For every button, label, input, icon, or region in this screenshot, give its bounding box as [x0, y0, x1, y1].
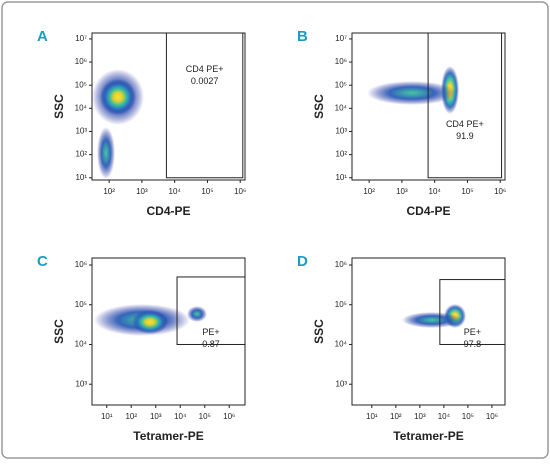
gate — [176, 276, 246, 345]
x-tick-label: 10⁶ — [234, 187, 246, 196]
x-tick-label: 10² — [125, 412, 137, 421]
density-cloud — [187, 306, 207, 322]
panel: A CD4-PE SSC 10² 10³ 10⁴ 10⁵ 10⁶ 10¹ 10² 10³ 10⁴ 10⁵… — [37, 28, 246, 218]
y-tick-label: 10⁶ — [335, 260, 347, 269]
x-axis-label: CD4-PE — [146, 204, 190, 218]
x-tick-label: 10⁶ — [223, 412, 235, 421]
panel-letter: B — [297, 28, 308, 45]
gate-name: CD4 PE+ — [446, 119, 484, 129]
y-tick-label: 10³ — [75, 379, 87, 388]
x-tick-label: 10² — [390, 412, 402, 421]
x-tick-label: 10⁴ — [169, 187, 182, 196]
density-cloud — [367, 81, 457, 105]
y-tick-label: 10² — [75, 150, 87, 159]
gate-value: 0.0027 — [191, 76, 219, 86]
y-axis-label: SSC — [52, 319, 66, 344]
x-tick-label: 10³ — [396, 187, 408, 196]
panel-letter: D — [297, 253, 308, 270]
x-tick-label: 10⁴ — [429, 187, 442, 196]
x-tick-label: 10⁶ — [486, 412, 498, 421]
x-tick-label: 10² — [363, 187, 375, 196]
y-tick-label: 10³ — [335, 127, 347, 136]
y-tick-label: 10¹ — [75, 173, 87, 182]
y-tick-label: 10⁴ — [335, 103, 348, 112]
x-axis-label: CD4-PE — [406, 204, 450, 218]
x-tick-label: 10⁴ — [174, 412, 187, 421]
panel: B CD4-PE SSC 10² 10³ 10⁴ 10⁵ 10⁶ 10¹ 10² 10³ 10⁴ 10⁵… — [297, 28, 506, 218]
gate-name: CD4 PE+ — [186, 64, 224, 74]
y-axis-label: SSC — [52, 94, 66, 119]
x-tick-label: 10⁶ — [494, 187, 506, 196]
y-tick-label: 10⁵ — [75, 300, 87, 309]
x-tick-label: 10⁴ — [438, 412, 451, 421]
panel-letter: A — [37, 28, 48, 45]
x-tick-label: 10⁵ — [461, 187, 473, 196]
panel-letter: C — [37, 253, 48, 270]
y-tick-label: 10² — [335, 150, 347, 159]
gate-name: PE+ — [464, 327, 481, 337]
panel: C Tetramer-PE SSC 10¹ 10² 10³ 10⁴ 10⁵ 10⁶ 10³ 10⁴ 1… — [37, 253, 246, 443]
density-cloud — [402, 312, 462, 328]
y-axis-label: SSC — [312, 94, 326, 119]
x-tick-label: 10¹ — [366, 412, 378, 421]
x-axis-label: Tetramer-PE — [393, 429, 463, 443]
y-tick-label: 10⁷ — [335, 34, 347, 43]
x-tick-label: 10³ — [136, 187, 148, 196]
x-tick-label: 10² — [103, 187, 115, 196]
gate-value: 0.87 — [202, 339, 220, 349]
y-tick-label: 10⁴ — [335, 340, 348, 349]
gate — [165, 32, 244, 179]
x-tick-label: 10³ — [414, 412, 426, 421]
density-cloud — [100, 79, 136, 115]
y-tick-label: 10⁴ — [75, 340, 88, 349]
x-tick-label: 10⁵ — [201, 187, 213, 196]
y-tick-label: 10⁵ — [75, 80, 87, 89]
gate-name: PE+ — [202, 327, 219, 337]
x-tick-label: 10⁵ — [199, 412, 211, 421]
y-tick-label: 10⁶ — [75, 57, 87, 66]
x-tick-label: 10⁵ — [462, 412, 474, 421]
gate — [427, 32, 503, 179]
y-tick-label: 10³ — [75, 127, 87, 136]
y-tick-label: 10⁵ — [335, 300, 347, 309]
gate-value: 97.8 — [464, 339, 482, 349]
gate-value: 91.9 — [456, 131, 474, 141]
y-tick-label: 10⁴ — [75, 103, 88, 112]
y-tick-label: 10⁶ — [75, 260, 87, 269]
gate — [439, 279, 506, 345]
x-tick-label: 10¹ — [101, 412, 113, 421]
density-cloud — [132, 310, 168, 334]
panel: D Tetramer-PE SSC 10¹ 10² 10³ 10⁴ 10⁵ 10⁶ 10³ 10⁴ 1… — [297, 253, 506, 443]
y-tick-label: 10⁵ — [335, 80, 347, 89]
x-tick-label: 10³ — [150, 412, 162, 421]
x-axis-label: Tetramer-PE — [133, 429, 203, 443]
y-tick-label: 10⁶ — [335, 57, 347, 66]
y-tick-label: 10¹ — [335, 173, 347, 182]
density-cloud — [97, 127, 115, 179]
y-tick-label: 10⁷ — [75, 34, 87, 43]
y-tick-label: 10³ — [335, 379, 347, 388]
y-axis-label: SSC — [312, 319, 326, 344]
